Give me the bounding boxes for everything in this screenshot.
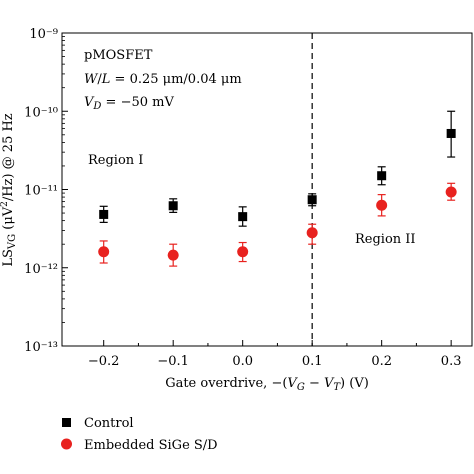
series-sige bbox=[98, 182, 457, 267]
data-point bbox=[238, 212, 248, 222]
legend-label-sige: Embedded SiGe S/D bbox=[84, 438, 218, 453]
y-tick-label: 10⁻¹¹ bbox=[24, 184, 58, 199]
legend-marker-control bbox=[62, 418, 71, 427]
annotation-dimensions: W/L = 0.25 μm/0.04 μm bbox=[84, 72, 242, 87]
y-tick-label: 10⁻¹² bbox=[24, 262, 58, 277]
data-point bbox=[99, 209, 109, 219]
y-tick-label: 10⁻¹⁰ bbox=[24, 105, 58, 120]
data-point bbox=[237, 246, 249, 258]
y-tick-label: 10⁻¹³ bbox=[24, 340, 58, 355]
annotation-drain-voltage: VD = −50 mV bbox=[84, 95, 174, 112]
annotation-region-1: Region I bbox=[88, 153, 143, 168]
data-point bbox=[377, 171, 387, 181]
data-point bbox=[376, 199, 388, 211]
legend-label-control: Control bbox=[84, 416, 134, 431]
data-point bbox=[167, 249, 179, 261]
y-axis-title: LSVG (μV2/Hz) @ 25 Hz bbox=[0, 113, 18, 266]
x-tick-label: 0.1 bbox=[302, 354, 323, 369]
annotation-region-2: Region II bbox=[355, 232, 416, 247]
y-tick-label: 10⁻⁹ bbox=[29, 27, 58, 42]
x-tick-label: −0.2 bbox=[88, 354, 120, 369]
x-axis-title: Gate overdrive, −(VG − VT) (V) bbox=[165, 376, 369, 393]
data-series bbox=[98, 110, 457, 267]
data-point bbox=[98, 246, 110, 258]
x-axis-ticks: −0.2 −0.1 0.0 0.1 0.2 0.3 bbox=[88, 340, 462, 369]
series-control bbox=[99, 110, 456, 227]
data-point bbox=[446, 128, 456, 138]
data-point bbox=[445, 186, 457, 198]
data-point bbox=[307, 195, 317, 205]
legend-marker-sige bbox=[61, 438, 72, 450]
data-point bbox=[168, 201, 178, 211]
x-tick-label: 0.0 bbox=[232, 354, 253, 369]
y-axis-ticks: 10⁻¹³ 10⁻¹² 10⁻¹¹ 10⁻¹⁰ 10⁻⁹ bbox=[24, 27, 68, 355]
x-tick-label: 0.3 bbox=[441, 354, 462, 369]
annotation-device: pMOSFET bbox=[84, 48, 153, 63]
x-tick-label: −0.1 bbox=[157, 354, 189, 369]
data-point bbox=[306, 227, 318, 239]
x-tick-label: 0.2 bbox=[371, 354, 392, 369]
legend: Control Embedded SiGe S/D bbox=[61, 416, 218, 453]
